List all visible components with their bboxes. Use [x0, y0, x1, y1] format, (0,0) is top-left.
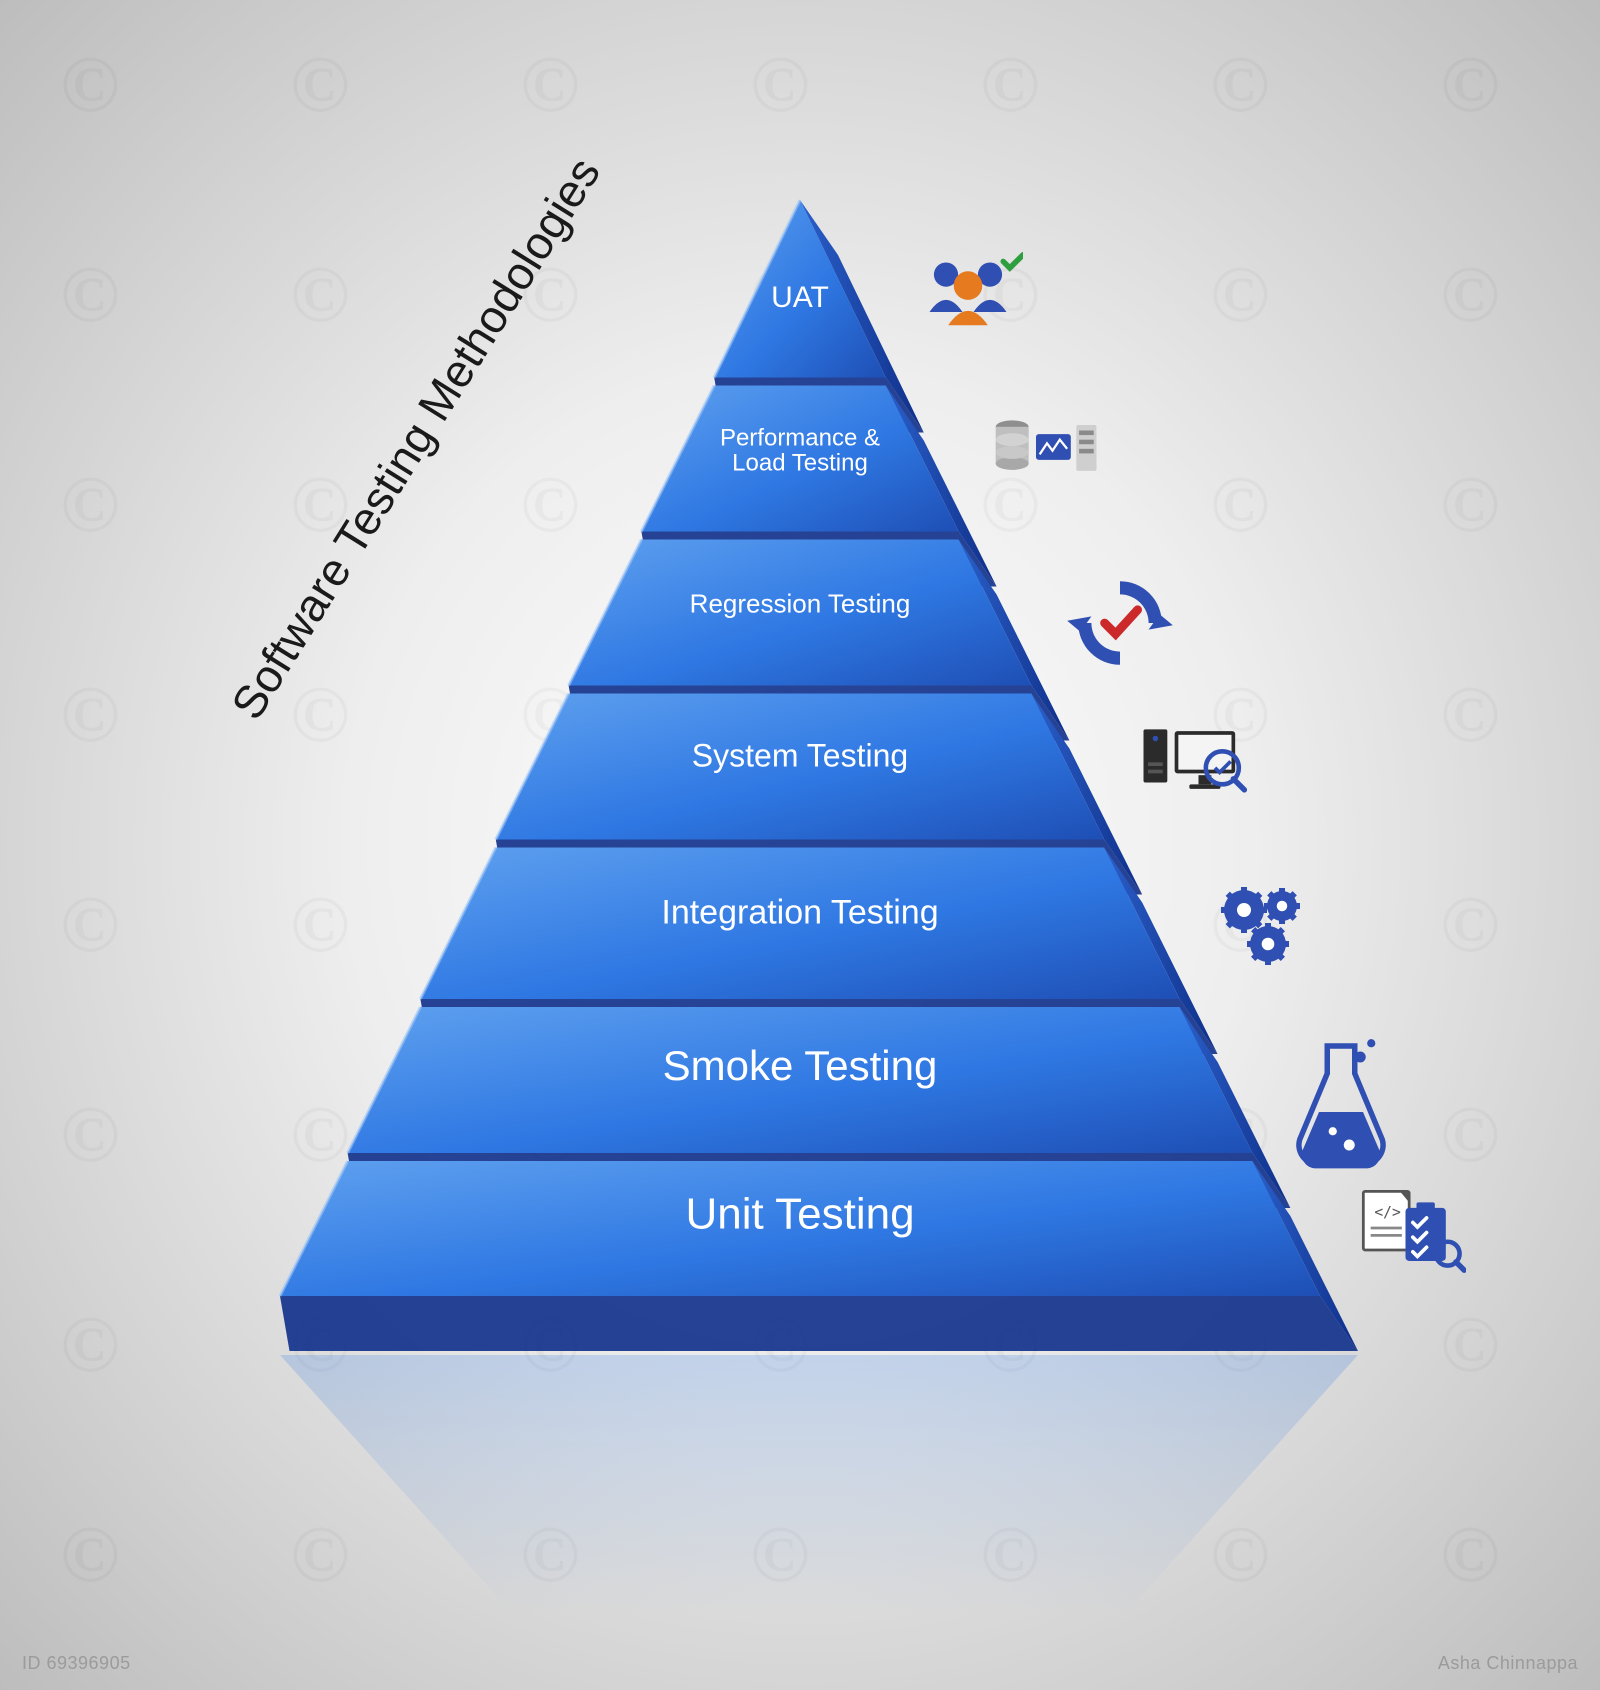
pyramid-level-label: Regression Testing [690, 589, 911, 619]
pyramid-level-label: Performance &Load Testing [720, 424, 880, 476]
flask-icon [1286, 1035, 1396, 1145]
server-chart-icon [992, 414, 1102, 524]
users-icon [913, 246, 1023, 356]
cycle-check-icon [1065, 568, 1175, 678]
computer-icon [1138, 722, 1248, 832]
pyramid-level-label: System Testing [692, 738, 908, 774]
pyramid-level-label: UAT [771, 281, 829, 314]
pyramid-level-label: Integration Testing [661, 893, 938, 931]
pyramid-level-label: Smoke Testing [663, 1042, 938, 1089]
infographic-stage: ©©©©©©©©©©©©©©©©©©©©©©©©©©©©©©©©©©©©©©©©… [0, 0, 1600, 1690]
credit-text: Asha Chinnappa [1438, 1653, 1578, 1674]
pyramid-level-label: Unit Testing [685, 1190, 914, 1239]
svg-text:</>: </> [1375, 1203, 1402, 1220]
image-id: ID 69396905 [22, 1653, 131, 1674]
gears-icon [1212, 878, 1322, 988]
doc-check-icon: </> [1356, 1184, 1466, 1294]
pyramid-level: Unit Testing [280, 1161, 1358, 1351]
pyramid-diagram: UAT Performance &Load Testing Regression T… [0, 0, 1600, 1690]
